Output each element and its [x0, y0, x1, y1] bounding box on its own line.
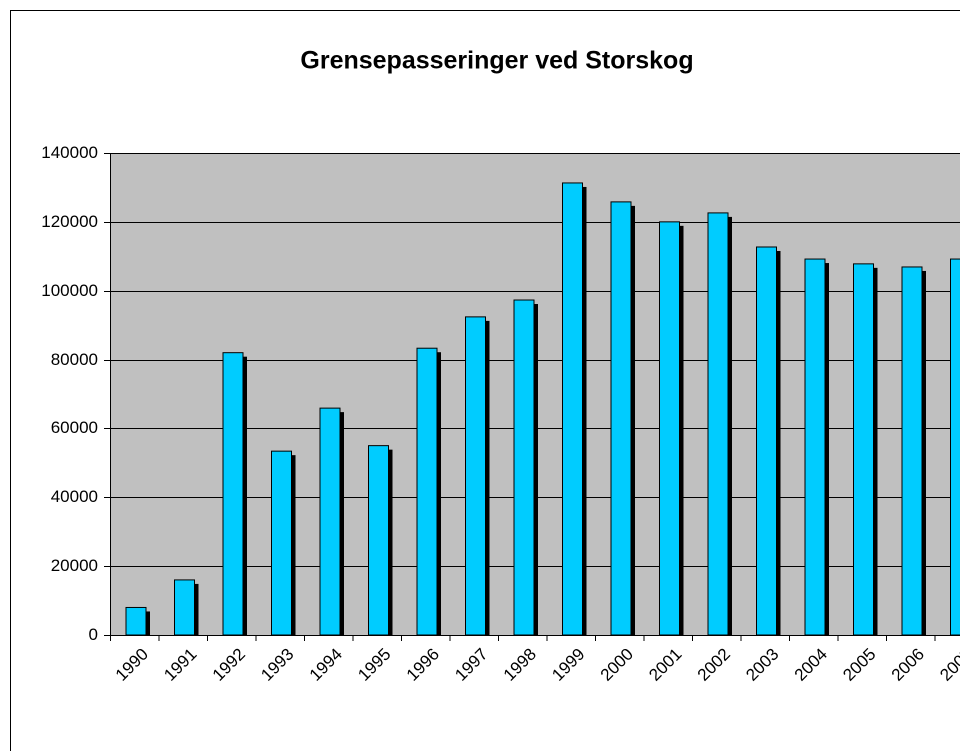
- bar: [222, 352, 244, 636]
- y-tick-label: 80000: [51, 350, 98, 369]
- bar: [853, 263, 874, 636]
- bar: [125, 606, 147, 636]
- bar: [610, 201, 632, 636]
- bar: [174, 579, 195, 636]
- bar: [368, 445, 389, 636]
- bar: [901, 266, 923, 636]
- bar: [513, 299, 535, 636]
- y-tick-label: 120000: [41, 212, 98, 231]
- bar: [416, 347, 438, 636]
- y-tick-label: 40000: [51, 487, 98, 506]
- y-tick-label: 60000: [51, 418, 98, 437]
- y-tick-label: 20000: [51, 556, 98, 575]
- bar: [319, 407, 341, 636]
- bar: [804, 258, 826, 636]
- bar: [707, 212, 729, 636]
- y-tick-label: 100000: [41, 281, 98, 300]
- y-tick-label: 0: [89, 625, 98, 644]
- bar: [465, 316, 486, 636]
- y-tick-label: 140000: [41, 143, 98, 162]
- bar: [562, 182, 583, 636]
- bar: [950, 258, 960, 636]
- bar: [659, 221, 680, 636]
- chart-title: Grensepasseringer ved Storskog: [300, 47, 693, 75]
- bar: [271, 450, 292, 636]
- bar: [756, 246, 777, 636]
